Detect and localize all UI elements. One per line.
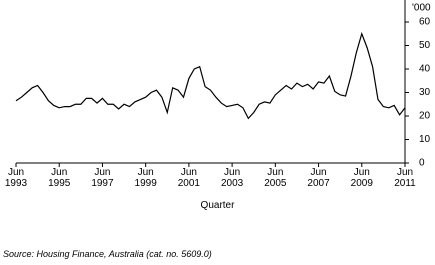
x-tick-label: Jun 1997 bbox=[91, 167, 114, 189]
x-axis-title: Quarter bbox=[200, 200, 235, 211]
x-tick-label: Jun 1993 bbox=[4, 167, 28, 189]
line bbox=[15, 31, 406, 120]
y-tick-label: 40 bbox=[419, 64, 431, 75]
x-tick-label: Jun 2011 bbox=[394, 167, 416, 189]
y-unit-label: '000 bbox=[412, 3, 431, 14]
source-note: Source: Housing Finance, Australia (cat.… bbox=[3, 249, 212, 259]
x-tick-label: Jun 2003 bbox=[220, 167, 244, 189]
y-tick-label: 10 bbox=[419, 134, 431, 145]
x-tick-label: Jun 1995 bbox=[48, 167, 71, 189]
x-tick-label: Jun 2009 bbox=[350, 167, 373, 189]
y-tick-label: 20 bbox=[419, 111, 431, 122]
x-tick-label: Jun 2005 bbox=[264, 167, 287, 189]
y-tick-label: 50 bbox=[419, 40, 431, 51]
x-tick-label: Jun 1999 bbox=[134, 167, 157, 189]
y-tick-label: 60 bbox=[419, 17, 431, 28]
x-tick-label: Jun 2007 bbox=[307, 167, 330, 189]
y-tick-label: 0 bbox=[419, 158, 425, 169]
x-tick-label: Jun 2001 bbox=[177, 167, 200, 189]
y-tick-label: 30 bbox=[419, 87, 431, 98]
